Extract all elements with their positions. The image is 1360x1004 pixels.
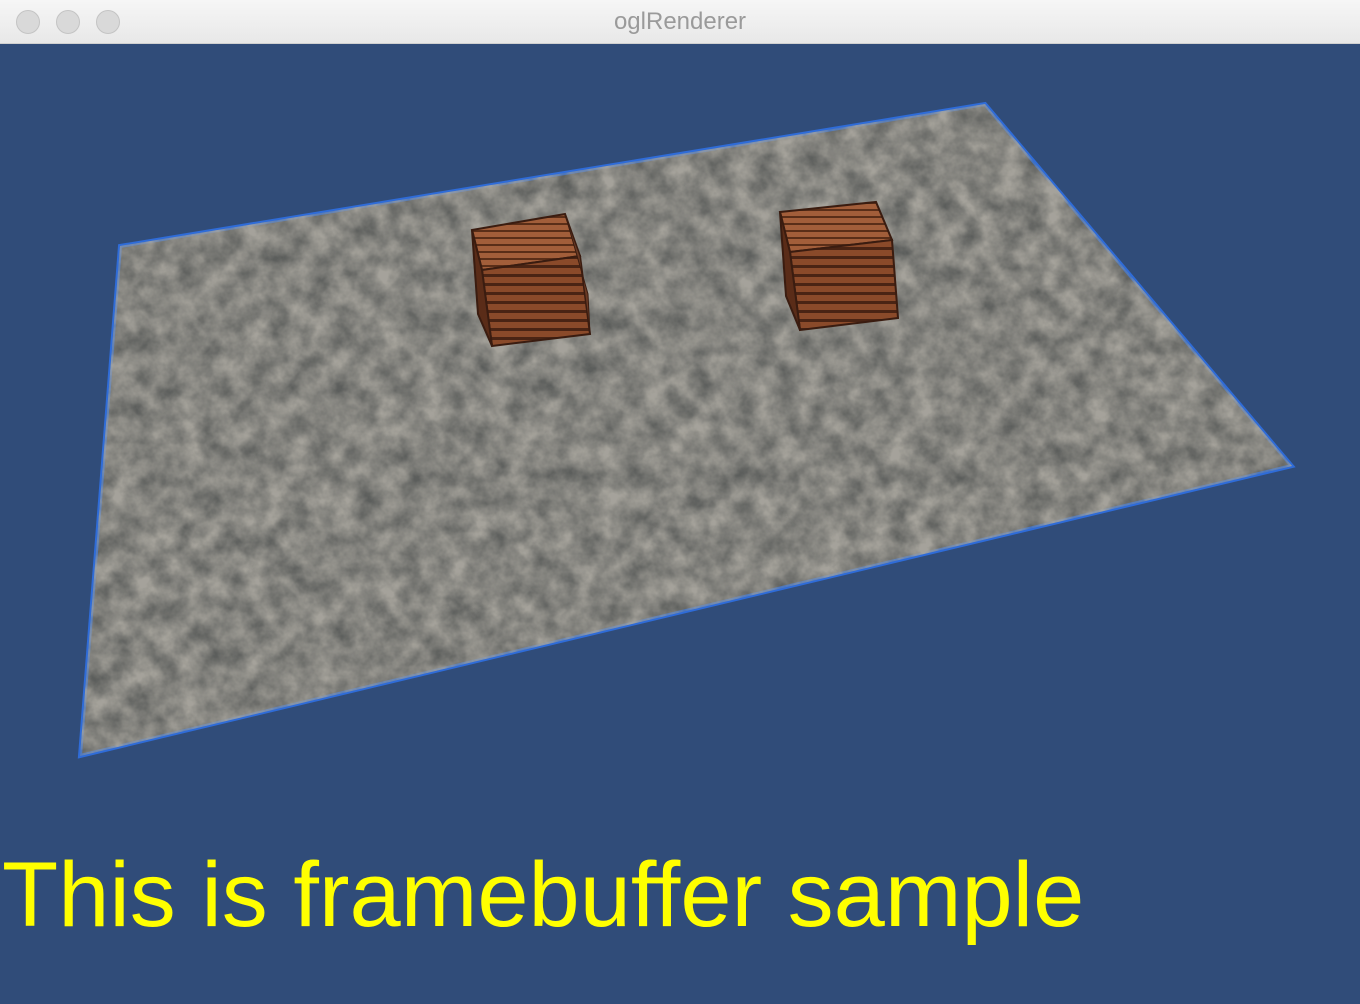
render-viewport[interactable]: This is framebuffer sample [0,44,1360,1004]
floor-plane [77,101,1296,759]
zoom-button[interactable] [96,10,120,34]
floor-tint [80,104,1292,756]
crate-left [470,212,592,348]
crate-right [778,200,900,332]
rendered-scene [77,101,1296,759]
title-bar[interactable]: oglRenderer [0,0,1360,44]
close-button[interactable] [16,10,40,34]
minimize-button[interactable] [56,10,80,34]
floor-texture [80,104,1292,756]
overlay-text: This is framebuffer sample [2,844,1085,946]
window-title: oglRenderer [613,8,747,35]
